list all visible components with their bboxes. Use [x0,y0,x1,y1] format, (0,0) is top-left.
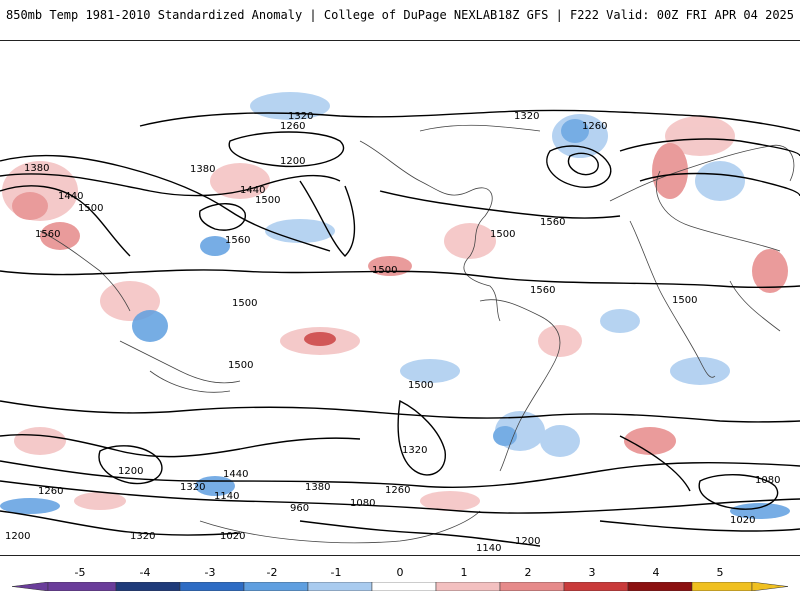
contour-label: 1020 [730,515,755,526]
colorbar-tick-label: 3 [588,566,596,579]
contour-label: 1320 [288,111,313,122]
colorbar-labels: -5 -4 -3 -2 -1 0 1 2 3 4 5 [0,566,800,580]
contour-label: 1320 [514,111,539,122]
contour-label: 1020 [220,531,245,542]
contour-label: 1260 [582,121,607,132]
contour-label: 1380 [305,482,330,493]
contour-label: 1380 [24,163,49,174]
colorbar-tick-label: 0 [396,566,404,579]
contour-label: 1260 [280,121,305,132]
contour-label: 1560 [35,229,60,240]
colorbar-tick-label: -3 [204,566,216,579]
colorbar: -5 -4 -3 -2 -1 0 1 2 3 4 5 [0,556,800,600]
contour-label: 1320 [130,531,155,542]
contour-label: 1140 [214,491,239,502]
contour-label: 1080 [755,475,780,486]
colorbar-tick-label: -1 [330,566,342,579]
contour-label: 1500 [490,229,515,240]
model-run-info: 18Z GFS | F222 Valid: 00Z FRI APR 04 202… [497,8,794,22]
contour-label: 1500 [372,265,397,276]
colorbar-tick-label: 2 [524,566,532,579]
colorbar-gradient [12,582,788,591]
contour-label: 1500 [255,195,280,206]
contour-labels: 1320 1260 1380 1200 1440 1500 1560 1320 … [5,111,780,554]
colorbar-tick-label: -5 [74,566,86,579]
colorbar-tick-label: 4 [652,566,660,579]
contour-label: 1200 [5,531,30,542]
colorbar-tick-label: -2 [266,566,278,579]
contour-label: 1500 [228,360,253,371]
colorbar-tick-label: -4 [139,566,151,579]
contour-label: 1440 [240,185,265,196]
contour-label: 1500 [672,295,697,306]
contour-label: 1560 [225,235,250,246]
contour-label: 1080 [350,498,375,509]
height-contours [0,109,800,547]
contour-label: 1200 [280,156,305,167]
anomaly-map: 1320 1260 1380 1200 1440 1500 1560 1320 … [0,40,800,556]
contour-label: 1200 [515,536,540,547]
contour-label: 1500 [78,203,103,214]
contour-label: 1440 [58,191,83,202]
contour-label: 1500 [408,380,433,391]
contour-label: 960 [290,503,309,514]
contour-label: 1560 [530,285,555,296]
contour-label: 1440 [223,469,248,480]
contour-label: 1500 [232,298,257,309]
colorbar-tick-label: 5 [716,566,724,579]
map-title: 850mb Temp 1981-2010 Standardized Anomal… [6,8,498,22]
colorbar-tick-label: 1 [460,566,468,579]
contour-label: 1200 [118,466,143,477]
contour-label: 1320 [402,445,427,456]
contour-label: 1560 [540,217,565,228]
contour-label: 1260 [385,485,410,496]
contour-label: 1380 [190,164,215,175]
coastlines [39,124,795,544]
contour-label: 1260 [38,486,63,497]
contour-label: 1140 [476,543,501,554]
contour-label: 1320 [180,482,205,493]
title-bar: 850mb Temp 1981-2010 Standardized Anomal… [0,0,800,32]
